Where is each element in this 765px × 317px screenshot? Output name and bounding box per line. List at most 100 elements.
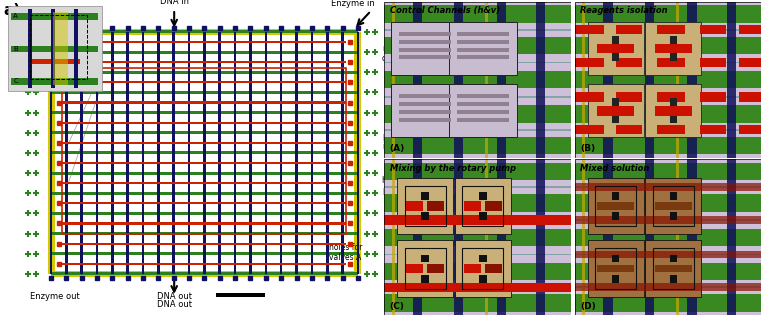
Bar	[51, 111, 358, 114]
Bar	[422, 212, 429, 220]
Bar	[384, 294, 571, 312]
Bar	[612, 255, 620, 262]
Text: (A): (A)	[389, 144, 405, 153]
Bar	[595, 186, 636, 226]
Bar	[612, 116, 620, 123]
Bar	[413, 159, 422, 315]
Bar	[604, 2, 613, 158]
Bar	[462, 186, 503, 226]
Bar	[399, 94, 451, 98]
Bar	[449, 84, 516, 137]
Bar	[399, 118, 451, 122]
Bar	[536, 2, 545, 158]
Bar	[51, 252, 358, 255]
Bar	[575, 263, 761, 280]
Bar	[575, 71, 761, 88]
Bar	[457, 48, 509, 52]
Bar	[536, 159, 545, 315]
Bar	[612, 212, 620, 220]
Bar	[739, 125, 761, 134]
Bar	[384, 129, 571, 131]
Text: a): a)	[4, 3, 21, 18]
Bar	[582, 159, 585, 315]
Text: (B): (B)	[580, 144, 595, 153]
Bar	[457, 40, 509, 44]
Bar	[669, 116, 677, 123]
Bar	[405, 248, 446, 289]
Bar	[479, 192, 487, 200]
Bar	[588, 241, 643, 297]
Bar	[575, 194, 761, 211]
Bar	[51, 232, 358, 235]
Bar	[51, 171, 358, 175]
Bar	[604, 159, 613, 315]
Bar	[575, 29, 761, 31]
Bar	[111, 32, 114, 274]
Bar	[80, 32, 83, 274]
Bar	[575, 125, 604, 134]
Bar	[457, 110, 509, 114]
Text: DNA out: DNA out	[157, 292, 192, 301]
Bar	[485, 159, 488, 315]
Bar	[597, 106, 634, 116]
Bar	[397, 178, 453, 234]
Bar	[464, 264, 481, 273]
Bar	[63, 263, 347, 265]
Bar	[51, 29, 358, 35]
Bar	[699, 58, 726, 67]
Text: holes for
valves A: holes for valves A	[330, 243, 363, 262]
Bar	[575, 251, 761, 258]
Bar	[51, 30, 358, 34]
Bar	[63, 182, 347, 184]
Bar	[595, 248, 636, 289]
Bar	[126, 32, 129, 274]
Bar	[427, 201, 444, 211]
Bar	[588, 178, 643, 234]
Bar	[384, 37, 571, 54]
Bar	[28, 9, 32, 88]
Bar	[485, 201, 502, 211]
Bar	[575, 129, 761, 131]
Bar	[51, 152, 358, 154]
Bar	[575, 5, 761, 23]
Bar	[157, 32, 160, 274]
Bar	[656, 58, 685, 67]
Bar	[646, 178, 702, 234]
Bar	[172, 32, 175, 274]
Bar	[422, 192, 429, 200]
Bar	[669, 53, 677, 61]
Bar	[457, 118, 509, 122]
Bar	[575, 25, 604, 34]
Text: Reagents isolation: Reagents isolation	[580, 6, 668, 15]
Bar	[669, 192, 677, 200]
Bar	[653, 186, 694, 226]
Text: A: A	[13, 13, 18, 19]
Text: Enzyme in: Enzyme in	[331, 0, 375, 8]
Bar	[688, 2, 697, 158]
Bar	[326, 32, 328, 274]
Bar	[63, 68, 347, 234]
Bar	[575, 186, 761, 188]
Text: DNA out: DNA out	[157, 300, 192, 309]
Bar	[397, 241, 453, 297]
Bar	[646, 22, 702, 75]
Bar	[405, 186, 446, 226]
Bar	[675, 2, 679, 158]
Bar	[457, 32, 509, 36]
Bar	[53, 12, 68, 85]
Bar	[575, 216, 761, 224]
Bar	[669, 212, 677, 220]
Text: Enzyme out: Enzyme out	[30, 292, 80, 301]
Bar	[399, 40, 451, 44]
Text: b): b)	[382, 5, 400, 20]
Bar	[142, 32, 145, 274]
Bar	[51, 272, 358, 275]
Text: holes for
pumps: holes for pumps	[382, 176, 416, 195]
Bar	[454, 2, 464, 158]
Bar	[575, 184, 761, 191]
Bar	[646, 241, 702, 297]
Bar	[612, 98, 620, 106]
Bar	[63, 41, 347, 43]
Bar	[406, 201, 423, 211]
Bar	[655, 44, 692, 53]
